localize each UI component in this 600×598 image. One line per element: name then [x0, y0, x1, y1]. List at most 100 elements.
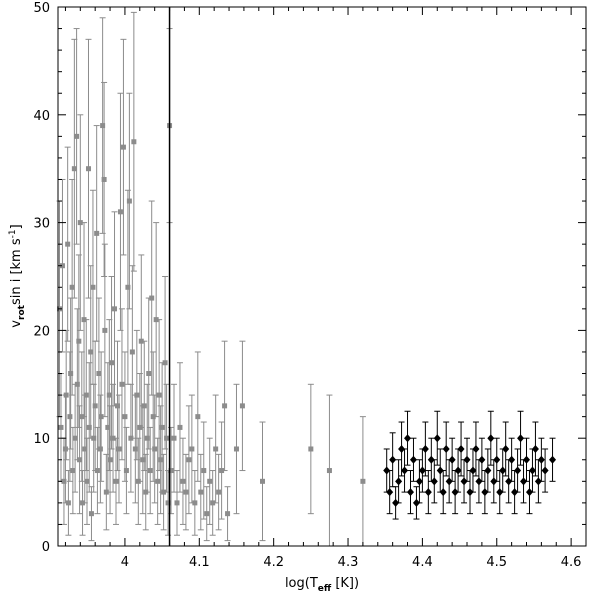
data-point-square: [96, 371, 102, 377]
data-point-square: [156, 392, 162, 398]
data-point-square: [83, 392, 89, 398]
x-tick-label: 4: [121, 555, 129, 570]
data-point-square: [153, 317, 159, 323]
data-point-diamond: [448, 455, 456, 464]
data-point-diamond: [511, 488, 519, 497]
data-point-diamond: [460, 477, 468, 486]
data-point-square: [159, 424, 165, 430]
data-point-square: [122, 414, 128, 420]
y-tick-label: 40: [33, 109, 50, 124]
data-point-square: [146, 371, 152, 377]
data-point-square: [71, 166, 77, 172]
data-point-square: [165, 500, 171, 506]
data-point-diamond: [401, 466, 409, 475]
data-point-square: [106, 392, 112, 398]
data-point-diamond: [404, 434, 412, 443]
data-point-diamond: [517, 434, 525, 443]
data-point-diamond: [433, 434, 441, 443]
data-point-diamond: [445, 477, 453, 486]
data-point-square: [128, 435, 134, 441]
data-point-square: [149, 295, 155, 301]
data-point-square: [65, 500, 71, 506]
data-point-diamond: [406, 488, 414, 497]
y-tick-label: 20: [33, 324, 50, 339]
data-point-square: [58, 424, 64, 430]
data-point-square: [198, 489, 204, 495]
data-point-square: [135, 478, 141, 484]
data-point-square: [123, 468, 129, 474]
data-point-square: [138, 338, 144, 344]
data-point-square: [94, 230, 100, 236]
data-point-diamond: [549, 455, 557, 464]
data-point-square: [81, 317, 87, 323]
data-point-square: [62, 446, 68, 452]
data-point-square: [77, 220, 83, 226]
data-point-square: [102, 327, 108, 333]
y-axis-title-mid: sin i [km s: [9, 238, 24, 305]
data-point-diamond: [499, 466, 507, 475]
data-point-square: [174, 500, 180, 506]
data-point-square: [183, 489, 189, 495]
data-point-diamond: [386, 488, 394, 497]
data-point-square: [92, 403, 98, 409]
data-point-square: [100, 123, 106, 129]
data-point-square: [210, 500, 216, 506]
data-point-square: [98, 414, 104, 420]
data-point-square: [162, 360, 168, 366]
data-point-diamond: [514, 466, 522, 475]
data-point-square: [77, 457, 83, 463]
data-point-diamond: [487, 434, 495, 443]
data-point-square: [88, 511, 94, 517]
data-point-diamond: [392, 498, 400, 507]
data-point-diamond: [398, 444, 406, 453]
data-point-diamond: [451, 488, 459, 497]
data-point-square: [125, 284, 131, 290]
data-point-square: [117, 209, 123, 215]
data-point-square: [67, 414, 73, 420]
plot-background: [58, 7, 586, 546]
x-axis-title-post: [K]): [331, 576, 359, 591]
data-point-diamond: [430, 477, 438, 486]
data-point-diamond: [412, 498, 420, 507]
x-tick-label: 4.5: [486, 555, 507, 570]
x-tick-label: 4.1: [189, 555, 210, 570]
data-point-square: [164, 435, 170, 441]
data-point-diamond: [418, 466, 426, 475]
data-point-square: [219, 468, 225, 474]
y-axis-ticks: 0 10 20 30 40 50: [33, 1, 586, 555]
data-point-diamond: [427, 455, 435, 464]
data-point-square: [144, 435, 150, 441]
data-point-square: [90, 284, 96, 290]
data-point-square: [84, 478, 90, 484]
data-point-square: [213, 446, 219, 452]
data-point-diamond: [537, 455, 545, 464]
data-point-square: [134, 392, 140, 398]
data-point-square: [233, 446, 239, 452]
data-point-square: [180, 478, 186, 484]
data-point-square: [101, 176, 107, 182]
data-point-diamond: [389, 455, 397, 464]
data-point-square: [141, 403, 147, 409]
data-point-square: [86, 424, 92, 430]
data-point-square: [107, 457, 113, 463]
data-point-square: [195, 414, 201, 420]
data-point-square: [140, 457, 146, 463]
data-point-diamond: [531, 444, 539, 453]
data-point-square: [137, 424, 143, 430]
data-point-square: [260, 478, 266, 484]
data-point-diamond: [424, 488, 432, 497]
data-point-diamond: [439, 488, 447, 497]
data-point-square: [63, 392, 69, 398]
data-point-square: [112, 306, 118, 312]
data-point-square: [74, 133, 80, 139]
data-point-diamond: [463, 455, 471, 464]
data-point-square: [113, 478, 119, 484]
data-point-square: [155, 478, 161, 484]
data-point-square: [103, 489, 109, 495]
y-tick-label: 10: [33, 432, 50, 447]
data-point-diamond: [525, 488, 533, 497]
y-axis-title-pre: v: [9, 320, 24, 328]
data-point-square: [147, 468, 153, 474]
data-point-square: [74, 381, 80, 387]
